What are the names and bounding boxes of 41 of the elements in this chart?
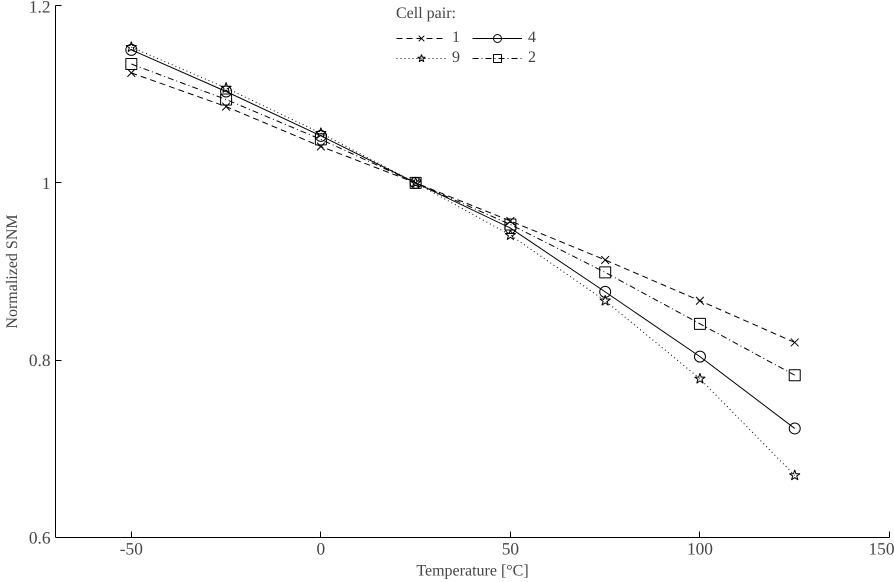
y-tick-label: 1.2	[28, 0, 51, 16]
x-tick-label: -50	[120, 540, 143, 558]
point	[600, 256, 610, 264]
y-tick-label: 1	[42, 174, 51, 193]
legend-label: 2	[528, 49, 537, 67]
point	[694, 372, 706, 384]
y-tick-label: 0.6	[28, 528, 51, 548]
point	[599, 294, 611, 306]
y-axis-title: Normalized SNM	[4, 214, 21, 329]
legend-title: Cell pair:	[396, 5, 457, 23]
point	[220, 82, 232, 93]
point	[126, 41, 138, 52]
x-tick-label: 150	[868, 540, 894, 558]
point	[599, 266, 612, 278]
point	[220, 86, 232, 98]
point	[315, 127, 327, 138]
point	[222, 102, 230, 111]
point	[790, 338, 800, 347]
x-tick-label: 100	[686, 540, 713, 558]
point	[504, 218, 516, 231]
x-tick-label: 0	[316, 540, 326, 558]
point	[316, 142, 326, 151]
point	[125, 58, 138, 70]
point	[788, 469, 800, 480]
point	[788, 422, 801, 434]
point	[220, 93, 232, 106]
x-axis-title: Temperature [°C]	[416, 562, 529, 580]
point	[126, 68, 136, 78]
legend-label: 9	[452, 49, 461, 67]
point	[504, 229, 516, 240]
legend-label: 4	[528, 29, 537, 47]
point	[788, 369, 801, 382]
legend-label: 1	[452, 29, 461, 47]
x-tick-label: 50	[502, 540, 520, 558]
point	[694, 350, 706, 363]
point	[314, 133, 327, 146]
y-tick-label: 0.8	[28, 351, 51, 370]
point	[599, 286, 612, 298]
point	[125, 44, 138, 56]
point	[694, 318, 706, 330]
point	[696, 296, 704, 306]
